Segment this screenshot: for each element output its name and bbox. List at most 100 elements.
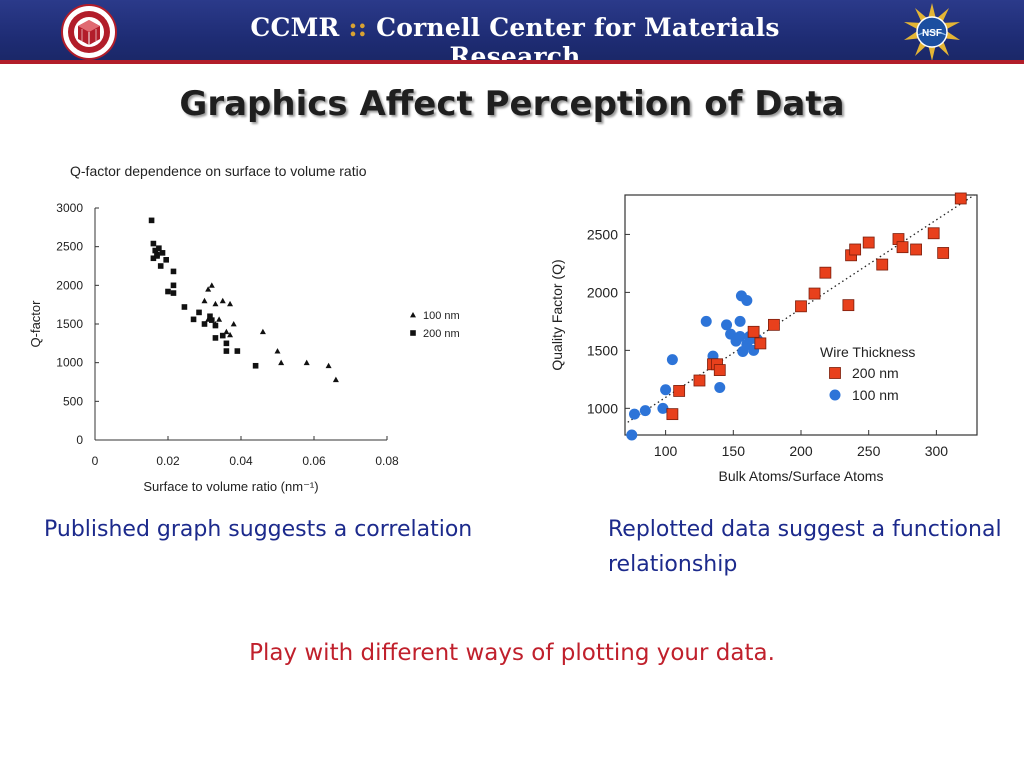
data-point-100nm (626, 429, 638, 441)
y-tick-label: 2500 (587, 226, 618, 242)
chart-qfactor-vs-ratio: Q-factor dependence on surface to volume… (28, 163, 460, 494)
legend-marker-100nm (410, 312, 416, 318)
data-point-200nm (154, 253, 160, 259)
data-point-100nm (208, 282, 215, 288)
plot-frame (624, 194, 978, 436)
cornell-ccmr-seal-icon (61, 4, 117, 60)
data-point-200nm (207, 313, 213, 320)
data-point-200nm (170, 290, 177, 296)
bottom-note: Play with different ways of plotting you… (249, 640, 775, 666)
data-point-100nm (223, 328, 230, 335)
x-axis-label: Surface to volume ratio (nm⁻¹) (143, 479, 318, 494)
x-tick-label: 150 (722, 443, 746, 459)
data-point-200nm (181, 304, 188, 310)
data-point-200nm (212, 322, 219, 329)
data-point-100nm (700, 315, 712, 327)
data-point-200nm (190, 316, 197, 323)
data-point-200nm (754, 337, 767, 350)
header-red-rule (0, 60, 1024, 64)
data-point-100nm (325, 362, 332, 369)
data-point-100nm (201, 297, 208, 304)
data-point-100nm (657, 402, 669, 414)
data-point-100nm (734, 315, 746, 327)
data-point-100nm (274, 348, 281, 354)
data-point-100nm (734, 330, 746, 342)
data-point-100nm (628, 408, 640, 420)
data-point-100nm (639, 405, 651, 417)
slide-title: Graphics Affect Perception of Data (179, 84, 845, 124)
legend-label: 200 nm (423, 328, 460, 340)
data-point-200nm (876, 258, 889, 271)
data-point-200nm (896, 241, 909, 254)
y-tick-label: 1500 (587, 342, 618, 358)
x-tick-label: 0.06 (302, 454, 326, 468)
chart-quality-vs-atoms: 1000 1500 2000 2500 100 150 200 250 300 Bulk Atom… (549, 192, 978, 484)
data-point-200nm (713, 364, 726, 376)
data-point-200nm (201, 321, 208, 327)
data-point-200nm (157, 263, 164, 269)
data-point-200nm (768, 318, 780, 331)
y-axis-label: Quality Factor (Q) (549, 259, 565, 370)
y-tick-label: 1000 (587, 400, 618, 416)
y-tick-label: 1500 (56, 317, 83, 331)
x-axis-label: Bulk Atoms/Surface Atoms (719, 468, 884, 484)
x-tick-label: 300 (925, 443, 949, 459)
data-point-200nm (223, 340, 230, 347)
y-tick-label: 2000 (587, 284, 618, 300)
data-point-100nm (216, 316, 223, 322)
data-point-100nm (212, 300, 219, 307)
legend-label: 100 nm (423, 310, 460, 322)
data-point-200nm (954, 192, 967, 205)
data-point-200nm (910, 243, 922, 256)
data-point-200nm (163, 257, 169, 263)
x-tick-label: 200 (789, 443, 813, 459)
legend-marker-200nm (829, 367, 841, 379)
data-point-100nm (332, 376, 339, 383)
x-tick-label: 250 (857, 443, 881, 459)
x-tick-label: 0.02 (156, 454, 180, 468)
legend-label: 100 nm (852, 387, 899, 403)
legend-label: 200 nm (852, 365, 899, 381)
data-point-100nm (666, 354, 678, 366)
data-point-100nm (660, 384, 672, 396)
data-point-200nm (849, 243, 862, 256)
data-point-200nm (219, 332, 226, 339)
data-point-200nm (808, 287, 821, 300)
data-point-200nm (862, 236, 875, 249)
data-point-200nm (252, 362, 259, 369)
data-point-200nm (159, 250, 166, 256)
caption-left: Published graph suggests a correlation (44, 517, 473, 542)
data-point-100nm (227, 300, 234, 307)
y-tick-label: 0 (76, 433, 83, 447)
y-tick-label: 500 (63, 394, 83, 408)
data-point-200nm (234, 348, 241, 354)
data-point-200nm (152, 247, 159, 254)
nsf-logo-icon: NSF (904, 3, 960, 61)
data-point-200nm (170, 282, 177, 289)
header-title-name: Cornell Center for Materials Research (376, 13, 780, 71)
data-point-200nm (196, 309, 202, 316)
data-point-100nm (303, 359, 310, 366)
chart-title: Q-factor dependence on surface to volume… (70, 163, 367, 179)
data-point-100nm (721, 319, 733, 331)
y-tick-label: 3000 (56, 201, 83, 215)
data-point-100nm (278, 359, 285, 366)
data-point-200nm (937, 247, 950, 259)
data-point-200nm (165, 288, 171, 295)
data-point-100nm (741, 295, 753, 307)
data-point-200nm (693, 374, 706, 387)
data-point-100nm (205, 286, 212, 292)
header-title: CCMR :: Cornell Center for Materials Res… (190, 13, 840, 71)
caption-right: Replotted data suggest a functional rela… (608, 517, 1002, 577)
legend-marker-100nm (829, 389, 841, 401)
y-tick-label: 2000 (56, 278, 83, 292)
data-point-200nm (156, 245, 162, 252)
data-point-100nm (230, 321, 237, 327)
y-tick-label: 1000 (56, 356, 83, 370)
data-point-100nm (219, 297, 226, 304)
x-tick-label: 0.08 (375, 454, 399, 468)
data-point-200nm (150, 255, 157, 262)
data-point-200nm (170, 268, 177, 275)
data-point-100nm (227, 331, 234, 338)
legend-marker-200nm (410, 330, 416, 336)
